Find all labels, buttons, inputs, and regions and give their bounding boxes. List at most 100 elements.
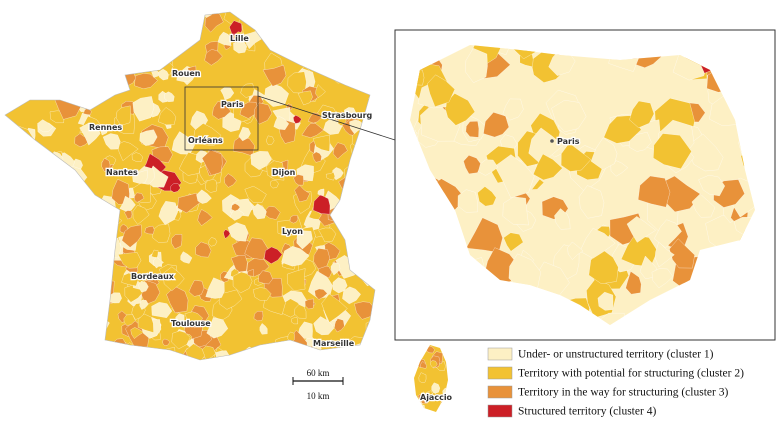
territory: [205, 177, 218, 193]
city-label: Marseille: [313, 339, 355, 348]
territory: [206, 317, 229, 339]
territory: [59, 72, 76, 86]
territory: [312, 194, 331, 215]
territory: [12, 191, 37, 215]
territory: [94, 282, 107, 296]
territory: [52, 235, 73, 255]
territory: [629, 100, 655, 128]
territory: [628, 131, 652, 152]
territory: [76, 356, 88, 360]
territory: [5, 301, 7, 319]
territory: [138, 280, 149, 293]
territory: [5, 195, 8, 212]
territory: [158, 68, 169, 81]
territory: [270, 179, 279, 189]
legend-label: Territory with potential for structuring…: [518, 368, 744, 380]
territory: [102, 133, 121, 150]
territory: [58, 251, 67, 262]
territory: [205, 277, 225, 299]
territory: [5, 47, 12, 66]
territory: [164, 91, 175, 102]
territory: [64, 322, 76, 335]
territory: [289, 215, 299, 224]
territory: [5, 202, 17, 221]
territory: [244, 237, 269, 260]
territory: [71, 337, 85, 352]
territory: [5, 192, 15, 210]
legend-label: Under- or unstructured territory (cluste…: [518, 349, 714, 361]
territory: [139, 129, 158, 146]
territory: [653, 133, 692, 169]
territory: [361, 160, 375, 177]
territory: [83, 91, 97, 105]
territory: [317, 188, 325, 196]
territory: [463, 155, 482, 175]
territory: [366, 257, 375, 270]
territory: [247, 269, 254, 277]
territory: [11, 38, 40, 61]
territory: [46, 306, 60, 320]
territory: [233, 41, 247, 54]
territory: [86, 292, 97, 301]
territory: [188, 280, 205, 297]
territory: [465, 48, 488, 83]
territory: [74, 270, 93, 291]
territory: [151, 302, 173, 318]
territory: [446, 347, 448, 358]
territory: [344, 107, 357, 118]
territory: [344, 53, 364, 69]
territory: [184, 311, 203, 327]
city-label: Paris: [221, 100, 244, 109]
territory: [124, 52, 136, 64]
territory: [293, 115, 302, 124]
territory: [610, 160, 629, 177]
territory: [131, 152, 143, 162]
territory: [483, 112, 510, 138]
territory: [17, 170, 29, 182]
territory: [170, 36, 190, 50]
territory: [85, 32, 110, 56]
territory: [358, 169, 368, 176]
territory: [281, 246, 310, 267]
territory: [39, 356, 61, 360]
territory: [223, 229, 231, 239]
territory: [179, 152, 202, 176]
territory: [347, 58, 367, 76]
territory: [597, 291, 614, 311]
territory: [356, 28, 375, 48]
territory: [567, 241, 584, 260]
territory: [117, 18, 138, 42]
territory: [43, 297, 63, 323]
territory: [362, 237, 375, 259]
territory: [420, 361, 427, 369]
territory: [7, 311, 28, 327]
territory: [20, 319, 33, 330]
territory: [35, 208, 48, 221]
territory: [187, 65, 197, 75]
territory: [358, 134, 370, 146]
territory: [348, 357, 359, 360]
city-label: Paris: [557, 137, 580, 146]
territory: [287, 32, 298, 43]
territory: [414, 404, 425, 412]
territory: [93, 49, 109, 63]
territory: [298, 350, 317, 360]
territory: [170, 183, 181, 193]
territory: [554, 208, 571, 230]
territory: [47, 325, 63, 341]
territory: [55, 339, 80, 358]
territory: [297, 321, 313, 339]
territory: [52, 294, 67, 309]
territory: [93, 320, 107, 333]
territory: [477, 186, 497, 207]
territory: [312, 341, 319, 350]
territory-base: [5, 12, 375, 360]
territory: [56, 86, 64, 95]
territory: [443, 405, 448, 412]
territory: [6, 353, 22, 360]
territory: [139, 299, 149, 310]
scale-label: 60 km: [307, 368, 330, 378]
territory: [626, 216, 656, 243]
territory: [171, 234, 183, 250]
territory: [93, 341, 114, 360]
